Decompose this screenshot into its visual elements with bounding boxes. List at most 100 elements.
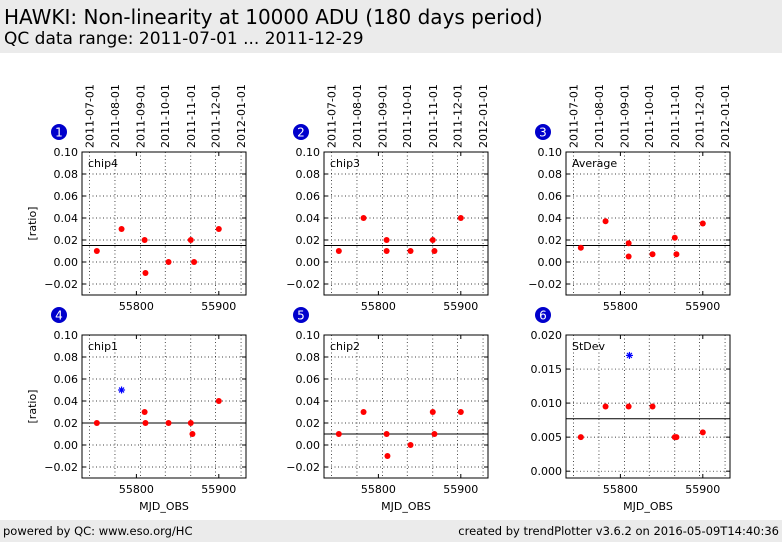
data-point: [165, 259, 172, 265]
panel-title: chip2: [330, 340, 360, 353]
panel-number-label: 5: [297, 309, 305, 323]
x-tick-label: 55800: [603, 300, 638, 313]
y-tick-label: 0.04: [296, 395, 321, 408]
data-point: [335, 431, 342, 437]
date-tick-label: 2011-08-01: [351, 84, 364, 148]
page-footer: powered by QC: www.eso.org/HC created by…: [0, 520, 782, 542]
data-point: [215, 226, 222, 232]
date-tick-label: 2011-08-01: [593, 84, 606, 148]
chart-panel-3: −0.02 0.00 0.02 0.04 0.06 0.08 0.10 55800 55900 2…: [528, 84, 732, 313]
y-tick-label: 0.02: [296, 234, 321, 247]
x-tick-label: 55900: [443, 300, 478, 313]
y-tick-label: 0.02: [54, 417, 79, 430]
panel-title: chip4: [88, 157, 118, 170]
date-tick-label: 2011-07-01: [83, 84, 96, 148]
y-tick-label: 0.04: [54, 212, 79, 225]
data-point: [383, 431, 390, 437]
data-point: [335, 248, 342, 254]
date-tick-label: 2011-09-01: [619, 84, 632, 148]
plot-frame: [565, 334, 731, 479]
chart-panel-5: −0.02 0.00 0.02 0.04 0.06 0.08 0.10 55800 55900 5…: [286, 307, 489, 513]
y-tick-label: 0.10: [296, 329, 321, 342]
data-point: [141, 409, 148, 415]
panel-number-badge: [293, 307, 309, 323]
data-point: [431, 431, 438, 437]
y-tick-label: 0.02: [538, 234, 563, 247]
panel-number-label: 2: [297, 126, 305, 140]
y-tick-label: −0.02: [528, 278, 562, 291]
panel-number-label: 4: [55, 309, 63, 323]
data-point: [165, 420, 172, 426]
panel-number-badge: [535, 124, 551, 140]
y-tick-label: 0.10: [538, 146, 563, 159]
x-tick-label: 55800: [119, 300, 154, 313]
x-tick-label: 55800: [361, 483, 396, 496]
data-point: [142, 420, 149, 426]
data-point: [431, 248, 438, 254]
y-tick-label: 0.06: [54, 373, 79, 386]
y-tick-label: 0.04: [296, 212, 321, 225]
y-tick-label: 0.02: [296, 417, 321, 430]
y-tick-label: −0.02: [44, 461, 78, 474]
panel-number-badge: [51, 307, 67, 323]
y-tick-label: 0.06: [54, 190, 79, 203]
x-axis-label: MJD_OBS: [623, 500, 673, 513]
y-tick-label: 0.08: [296, 168, 321, 181]
y-axis-label: [ratio]: [26, 207, 39, 241]
plot-frame: [565, 151, 731, 296]
data-point: [215, 398, 222, 404]
date-tick-label: 2011-12-01: [452, 84, 465, 148]
date-tick-label: 2011-09-01: [377, 84, 390, 148]
panel-number-badge: [293, 124, 309, 140]
data-point: [699, 429, 706, 436]
y-tick-label: −0.02: [44, 278, 78, 291]
y-tick-label: −0.02: [286, 461, 320, 474]
page-header: HAWKI: Non-linearity at 10000 ADU (180 d…: [0, 0, 782, 53]
data-point-star: [118, 386, 126, 394]
x-axis-label: MJD_OBS: [139, 500, 189, 513]
panel-title: chip1: [88, 340, 118, 353]
panel-title: chip3: [330, 157, 360, 170]
data-point: [625, 253, 632, 260]
data-point: [673, 251, 680, 258]
x-axis-label: MJD_OBS: [381, 500, 431, 513]
date-tick-label: 2011-11-01: [669, 84, 682, 148]
y-tick-label: 0.10: [54, 329, 79, 342]
plot-frame: [323, 151, 489, 296]
y-tick-label: 0.04: [538, 212, 563, 225]
plot-frame: [81, 151, 247, 296]
data-point: [625, 240, 632, 247]
date-tick-label: 2012-01-01: [719, 84, 732, 148]
data-point: [577, 244, 584, 251]
date-tick-label: 2011-11-01: [427, 84, 440, 148]
data-point: [187, 237, 194, 243]
y-tick-label: 0.02: [54, 234, 79, 247]
date-tick-label: 2011-10-01: [643, 84, 656, 148]
data-point: [383, 248, 390, 254]
panel-number-label: 3: [539, 126, 547, 140]
panel-title: StDev: [572, 340, 606, 353]
chart-panel-4: −0.02 0.00 0.02 0.04 0.06 0.08 0.10 55800 55900 4…: [26, 307, 247, 513]
y-tick-label: 0.08: [296, 351, 321, 364]
data-point: [407, 442, 414, 448]
data-point: [383, 237, 390, 243]
data-point: [93, 420, 100, 426]
date-tick-label: 2012-01-01: [235, 84, 248, 148]
data-point: [429, 237, 436, 243]
data-point: [602, 403, 609, 410]
data-point: [457, 215, 464, 221]
data-point: [673, 434, 680, 441]
y-tick-label: 0.06: [538, 190, 563, 203]
x-tick-label: 55800: [603, 483, 638, 496]
y-tick-label: −0.02: [286, 278, 320, 291]
y-tick-label: 0.04: [54, 395, 79, 408]
data-point: [671, 234, 678, 241]
chart-panel-1: −0.02 0.00 0.02 0.04 0.06 0.08 0.10 55800 55900 2…: [26, 84, 248, 313]
y-tick-label: 0.08: [54, 168, 79, 181]
x-tick-label: 55800: [361, 300, 396, 313]
data-point: [429, 409, 436, 415]
data-point: [360, 215, 367, 221]
page-subtitle: QC data range: 2011-07-01 ... 2011-12-29: [4, 29, 364, 49]
y-tick-label: 0.020: [531, 329, 563, 342]
y-tick-label: 0.00: [296, 439, 321, 452]
